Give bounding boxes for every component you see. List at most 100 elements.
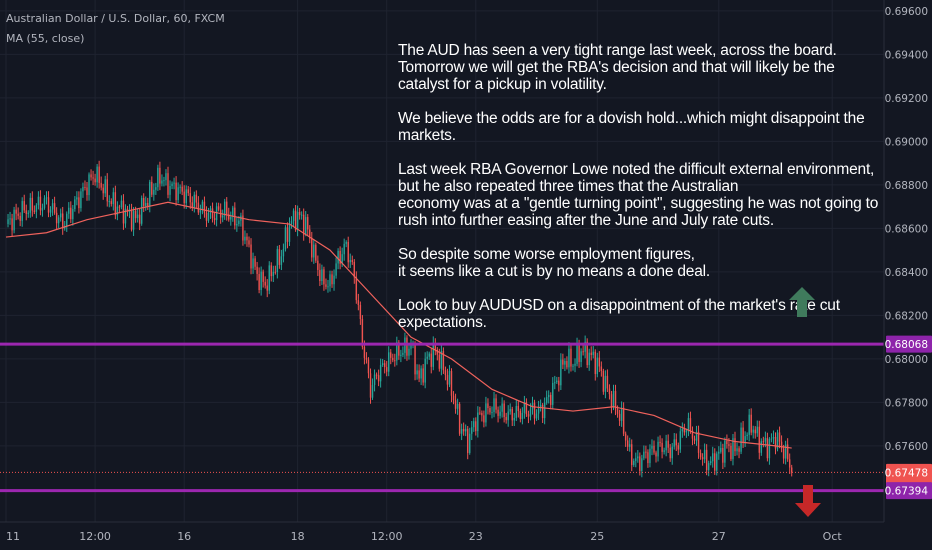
candle-body <box>96 166 98 183</box>
candle-body <box>396 342 398 361</box>
candle-body <box>440 351 443 369</box>
candle-body <box>426 356 428 359</box>
note-paragraph: The AUD has seen a very tight range last… <box>398 42 837 93</box>
y-tick-label: 0.68200 <box>885 310 928 322</box>
candle-body <box>511 408 513 421</box>
candle-body <box>517 406 520 412</box>
candle-body <box>21 201 23 221</box>
candle-body <box>649 448 651 464</box>
candle-body <box>126 208 129 212</box>
candle-body <box>610 394 613 408</box>
y-tick-label: 0.68600 <box>885 223 928 235</box>
candle-body <box>525 402 528 415</box>
candle-body <box>161 180 163 184</box>
candle-body <box>590 352 592 356</box>
candle-body <box>102 187 104 194</box>
candle-body <box>90 174 92 178</box>
candle-body <box>177 187 179 201</box>
candle-body <box>687 418 690 431</box>
candle-body <box>124 208 127 224</box>
candle-body <box>112 192 115 205</box>
candle-body <box>191 202 194 208</box>
candle-body <box>653 445 655 453</box>
candle-body <box>464 428 467 432</box>
candle-body <box>576 344 578 364</box>
candle-body <box>701 457 704 460</box>
candle-body <box>361 318 364 347</box>
candle-body <box>266 285 268 291</box>
candle-body <box>790 467 793 473</box>
candle-body <box>68 207 70 214</box>
candle-body <box>55 212 58 224</box>
candle-body <box>323 269 325 285</box>
candle-body <box>53 203 56 213</box>
candle-body <box>681 428 684 432</box>
candle-body <box>675 439 677 446</box>
candle-body <box>359 305 362 319</box>
candle-body <box>41 207 44 211</box>
candle-body <box>588 352 590 366</box>
candle-body <box>726 440 728 445</box>
candle-body <box>606 375 609 389</box>
candle-body <box>173 182 175 184</box>
x-tick-label: Oct <box>823 530 843 543</box>
candle-body <box>339 250 341 264</box>
symbol-title[interactable]: Australian Dollar / U.S. Dollar, 60, FXC… <box>6 12 225 25</box>
candle-body <box>450 371 453 396</box>
candle-body <box>15 209 17 214</box>
candle-body <box>744 436 746 442</box>
candle-body <box>43 198 46 208</box>
candle-body <box>596 357 599 375</box>
candle-body <box>572 365 574 367</box>
candle-body <box>23 201 25 211</box>
candle-body <box>187 189 189 194</box>
candle-body <box>333 275 335 285</box>
time-axis-area[interactable] <box>0 522 884 550</box>
candle-body <box>691 430 694 439</box>
candle-body <box>106 179 108 202</box>
candle-body <box>242 215 244 241</box>
candle-body <box>651 445 653 449</box>
candle-body <box>226 201 228 215</box>
candle-body <box>61 213 64 229</box>
horizontal-levels[interactable] <box>0 342 884 493</box>
candle-body <box>398 342 400 356</box>
time-axis: 11 12:00 16 18 12:00 23 25 27 Oct <box>6 530 842 543</box>
candle-body <box>442 351 445 371</box>
candle-body <box>341 254 343 264</box>
down-arrow-icon[interactable] <box>795 485 821 517</box>
candle-body <box>635 458 637 461</box>
candle-body <box>756 426 758 434</box>
candle-body <box>402 352 404 355</box>
candle-body <box>770 438 773 440</box>
candle-body <box>345 242 347 244</box>
candle-body <box>641 458 643 471</box>
candle-body <box>452 395 455 401</box>
candle-body <box>742 427 744 442</box>
up-arrow-icon[interactable] <box>789 287 815 317</box>
candle-body <box>416 370 418 375</box>
candle-body <box>515 406 518 418</box>
candle-body <box>471 427 473 434</box>
candle-body <box>497 409 499 416</box>
candle-body <box>456 403 459 409</box>
candle-body <box>730 445 732 460</box>
ma-indicator-label[interactable]: MA (55, close) <box>6 32 85 45</box>
candle-body <box>199 210 202 213</box>
candle-body <box>270 265 272 277</box>
candle-body <box>547 394 550 398</box>
candle-body <box>11 218 13 231</box>
candle-body <box>300 214 303 216</box>
candle-body <box>373 374 376 385</box>
candle-body <box>84 186 86 188</box>
candle-body <box>659 441 661 443</box>
price-axis-area[interactable] <box>884 0 932 522</box>
candle-body <box>132 210 135 230</box>
candle-body <box>230 216 232 220</box>
candle-body <box>475 421 477 432</box>
candle-body <box>203 201 206 213</box>
candle-body <box>7 219 9 225</box>
candle-body <box>732 438 734 460</box>
candle-body <box>82 186 84 192</box>
